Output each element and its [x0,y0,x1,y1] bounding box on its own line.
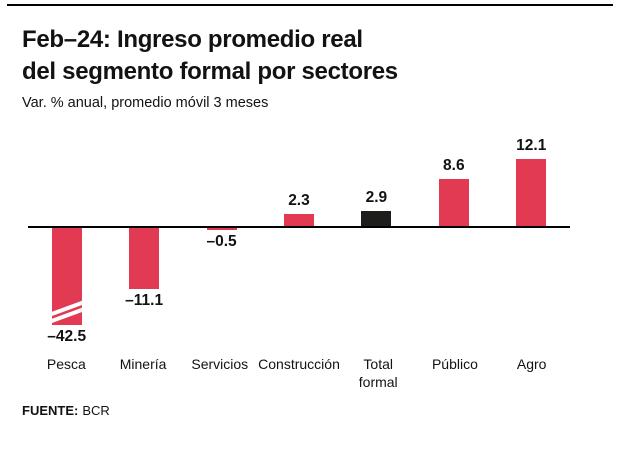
bar-público [438,178,469,227]
bars-area: –42.5 –11.1 –0.5 2.3 2.9 8.6 12.1 [28,130,570,352]
bar-chart: –42.5 –11.1 –0.5 2.3 2.9 8.6 12.1 [28,130,570,352]
source-label: FUENTE: [22,403,79,418]
bar-total [361,210,392,227]
bar-value-label: –42.5 [47,328,87,345]
title-line-1: Feb–24: Ingreso promedio real [22,26,363,53]
bar-value-label: 12.1 [516,137,547,155]
bar-column: 2.9 [338,130,415,352]
category-label: Total formal [358,356,398,390]
bar-agro [516,159,547,227]
bar-construcción [283,214,314,227]
chart-title: Feb–24: Ingreso promedio real del segmen… [22,24,398,88]
bar-value-label: –11.1 [125,292,164,310]
title-line-2: del segmento formal por sectores [22,58,398,85]
category-label: Servicios [191,356,249,372]
source-value: BCR [82,403,110,418]
bar-column: 12.1 [493,130,570,352]
category-axis: Pesca Minería Servicios Construcción Total f… [28,355,570,391]
bar-column: –11.1 [105,130,182,352]
bar-value-label: 8.6 [443,156,465,174]
zero-axis-line [28,226,570,228]
category-label: Agro [516,356,547,372]
category-label: Construcción [258,356,340,372]
category-label: Público [431,356,478,372]
source-note: FUENTE: BCR [22,403,110,418]
bar-column: –0.5 [183,130,260,352]
bar-servicios [206,227,237,230]
top-rule [7,4,613,6]
bar-value-label: 2.9 [365,188,388,206]
bar-value-label: 2.3 [288,192,310,210]
bar-column: 2.3 [260,130,337,352]
category-label: Pesca [46,356,86,372]
bar-pesca [51,227,82,325]
bar-column: 8.6 [415,130,492,352]
category-label: Minería [119,356,167,372]
bar-value-label: –0.5 [206,232,237,250]
bar-minería [129,227,160,290]
bar-column: –42.5 [28,130,105,352]
chart-subtitle: Var. % anual, promedio móvil 3 meses [22,95,269,111]
